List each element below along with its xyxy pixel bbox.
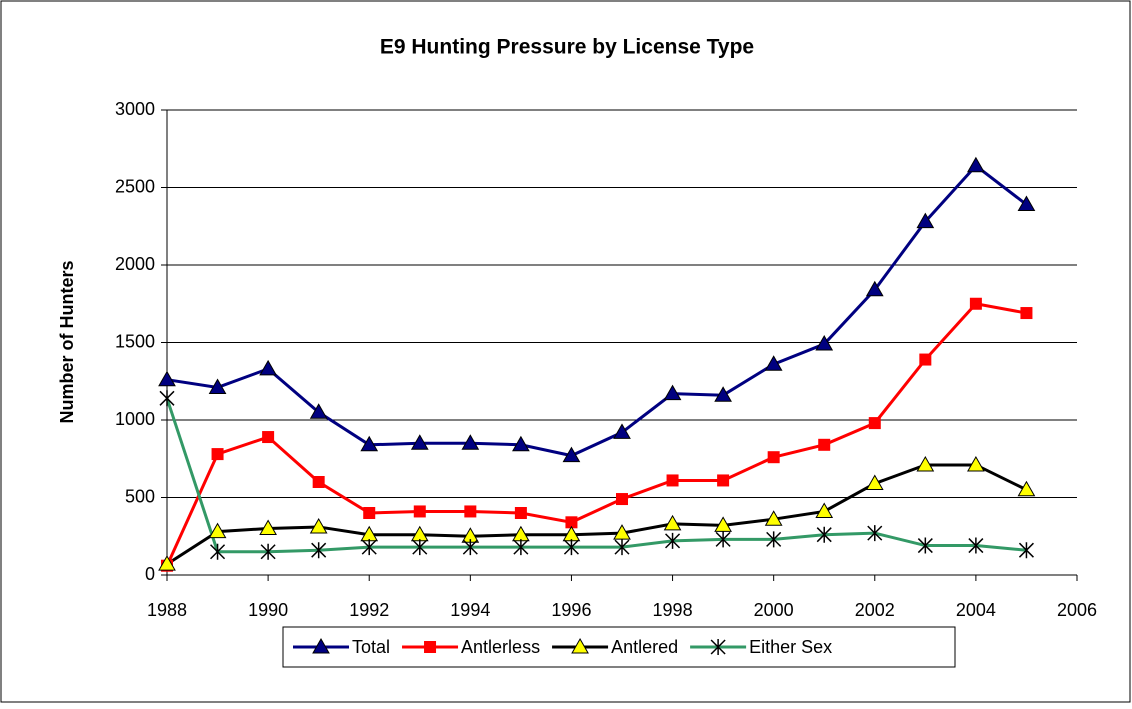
legend-box	[282, 626, 956, 668]
y-tick-label: 0	[145, 564, 155, 584]
marker	[413, 505, 426, 518]
x-tick-label: 2000	[754, 600, 794, 620]
marker	[968, 537, 984, 554]
legend-marker	[312, 637, 330, 654]
legend-marker	[710, 639, 726, 655]
marker	[208, 378, 227, 394]
marker	[1017, 195, 1036, 212]
marker	[717, 474, 730, 487]
marker	[158, 555, 176, 571]
marker	[363, 507, 376, 519]
marker	[917, 537, 933, 554]
marker	[259, 359, 277, 376]
marker	[563, 539, 579, 556]
marker	[360, 435, 379, 452]
marker	[767, 451, 780, 464]
chart-title: E9 Hunting Pressure by License Type	[380, 36, 754, 59]
y-tick-label: 2000	[115, 254, 155, 274]
marker	[868, 417, 881, 430]
marker	[967, 455, 985, 472]
y-tick-label: 1000	[115, 409, 155, 429]
marker	[513, 539, 529, 556]
marker	[309, 403, 328, 419]
x-tick-label: 1996	[551, 600, 591, 620]
y-axis-label: Number of Hunters	[57, 260, 77, 423]
marker	[714, 386, 732, 402]
x-tick-label: 1998	[653, 600, 693, 620]
marker	[613, 423, 631, 439]
marker	[159, 390, 175, 407]
series-line	[165, 302, 1027, 567]
y-tick-label: 2500	[115, 176, 155, 196]
marker	[1017, 480, 1036, 497]
y-tick-label: 3000	[115, 99, 155, 119]
marker	[565, 516, 578, 529]
marker	[262, 431, 275, 444]
legend-label: Total	[352, 637, 390, 657]
marker	[916, 455, 935, 472]
marker	[312, 476, 325, 488]
series-line	[165, 397, 1027, 554]
series-line	[166, 163, 1028, 458]
marker	[512, 435, 530, 452]
legend-label: Antlerless	[461, 637, 540, 657]
y-tick-label: 1500	[115, 331, 155, 351]
marker	[410, 434, 429, 450]
marker	[715, 531, 731, 548]
marker	[816, 526, 832, 543]
marker	[614, 539, 630, 556]
legend-label: Antlered	[611, 637, 678, 657]
x-tick-label: 1994	[450, 600, 490, 620]
marker	[158, 370, 176, 387]
marker	[865, 280, 884, 297]
x-tick-label: 2006	[1057, 600, 1097, 620]
marker	[666, 474, 679, 487]
marker	[562, 446, 581, 463]
x-tick-label: 1990	[248, 600, 288, 620]
marker	[969, 297, 982, 310]
marker	[461, 434, 480, 450]
marker	[309, 517, 328, 534]
marker	[815, 335, 834, 351]
legend-label: Either Sex	[749, 637, 832, 657]
marker	[967, 156, 985, 173]
legend-marker	[571, 637, 589, 654]
x-tick-label: 2004	[956, 600, 996, 620]
series-line	[166, 463, 1028, 566]
marker	[916, 212, 935, 229]
marker	[412, 539, 428, 556]
marker	[462, 539, 478, 556]
marker	[260, 543, 276, 560]
x-tick-label: 1988	[147, 600, 187, 620]
marker	[815, 502, 834, 518]
marker	[919, 353, 932, 366]
marker	[361, 539, 377, 556]
x-tick-label: 2002	[855, 600, 895, 620]
marker	[211, 448, 224, 461]
x-tick-label: 1992	[349, 600, 389, 620]
marker	[464, 505, 477, 518]
marker	[764, 510, 783, 526]
marker	[665, 532, 681, 549]
marker	[210, 543, 226, 560]
marker	[764, 355, 783, 371]
marker	[311, 542, 327, 559]
marker	[208, 522, 227, 539]
marker	[663, 514, 682, 531]
marker	[514, 507, 527, 519]
marker	[663, 384, 682, 401]
marker	[766, 531, 782, 548]
marker	[867, 525, 883, 542]
y-tick-label: 500	[125, 486, 155, 506]
marker	[818, 438, 831, 451]
marker	[616, 493, 628, 506]
marker	[1018, 542, 1034, 559]
legend-marker	[424, 641, 437, 653]
marker	[865, 474, 884, 491]
marker	[1020, 307, 1033, 320]
marker	[259, 519, 277, 535]
